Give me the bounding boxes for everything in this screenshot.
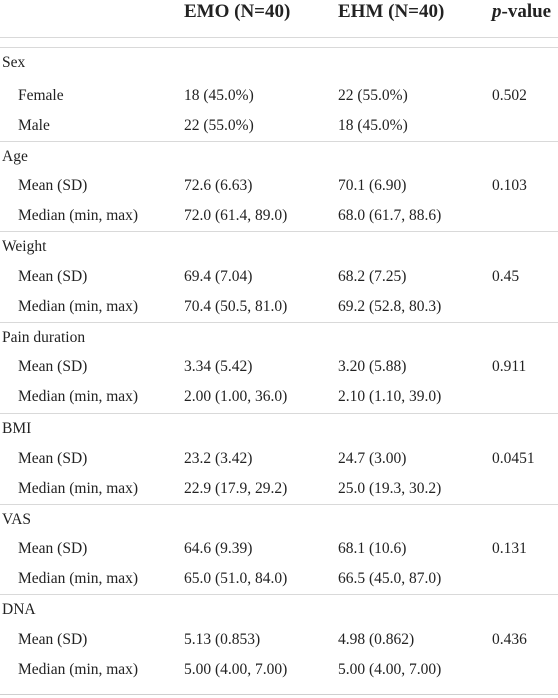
table-row-group-heading: VAS	[0, 504, 558, 535]
ehm-value: 70.1 (6.90)	[338, 177, 407, 194]
emo-value: 72.6 (6.63)	[184, 177, 253, 194]
table-row: Median (min, max) 22.9 (17.9, 29.2) 25.0…	[0, 474, 558, 504]
row-label: Pain duration	[2, 329, 86, 346]
table-row: Median (min, max) 2.00 (1.00, 36.0) 2.10…	[0, 382, 558, 412]
table-row: Female 18 (45.0%) 22 (55.0%) 0.502	[0, 81, 558, 111]
p-value: 0.911	[492, 358, 527, 375]
table-row: Male 22 (55.0%) 18 (45.0%)	[0, 111, 558, 141]
p-value: 0.0451	[492, 450, 535, 467]
table-bottom-rule	[0, 694, 558, 695]
ehm-value: 25.0 (19.3, 30.2)	[338, 480, 442, 497]
table-row: Mean (SD) 23.2 (3.42) 24.7 (3.00) 0.0451	[0, 444, 558, 474]
emo-value: 65.0 (51.0, 84.0)	[184, 570, 288, 587]
row-label: Age	[2, 148, 28, 165]
ehm-value: 66.5 (45.0, 87.0)	[338, 570, 442, 587]
emo-value: 18 (45.0%)	[184, 87, 254, 104]
row-label: Male	[18, 117, 50, 134]
column-header-ehm: EHM (N=40)	[338, 1, 445, 22]
table-row-group-heading: Sex	[0, 47, 558, 78]
table-row-group-heading: Age	[0, 141, 558, 172]
row-label: Mean (SD)	[18, 540, 88, 557]
table-row: Median (min, max) 65.0 (51.0, 84.0) 66.5…	[0, 564, 558, 594]
emo-value: 3.34 (5.42)	[184, 358, 253, 375]
p-value: 0.436	[492, 631, 527, 648]
p-value: 0.502	[492, 87, 527, 104]
row-label: Mean (SD)	[18, 450, 88, 467]
table-row-group-heading: BMI	[0, 413, 558, 444]
p-value-italic-p: p	[492, 1, 502, 22]
row-label: BMI	[2, 420, 32, 437]
ehm-value: 24.7 (3.00)	[338, 450, 407, 467]
row-label: Median (min, max)	[18, 298, 139, 315]
row-label: Mean (SD)	[18, 631, 88, 648]
column-header-p-value: p-value	[492, 0, 551, 30]
emo-value: 5.00 (4.00, 7.00)	[184, 661, 288, 678]
table-row-group-heading: Pain duration	[0, 322, 558, 353]
p-value: 0.45	[492, 268, 520, 285]
table-row-group-heading: DNA	[0, 594, 558, 625]
emo-value: 64.6 (9.39)	[184, 540, 253, 557]
p-value: 0.103	[492, 177, 527, 194]
table-row: Mean (SD) 64.6 (9.39) 68.1 (10.6) 0.131	[0, 534, 558, 564]
ehm-value: 68.0 (61.7, 88.6)	[338, 207, 442, 224]
table-row: Median (min, max) 5.00 (4.00, 7.00) 5.00…	[0, 655, 558, 685]
ehm-value: 3.20 (5.88)	[338, 358, 407, 375]
row-label: Female	[18, 87, 64, 104]
row-label: Median (min, max)	[18, 480, 139, 497]
emo-value: 22.9 (17.9, 29.2)	[184, 480, 288, 497]
emo-value: 23.2 (3.42)	[184, 450, 253, 467]
row-label: Sex	[2, 54, 26, 71]
table-row: Mean (SD) 3.34 (5.42) 3.20 (5.88) 0.911	[0, 352, 558, 382]
emo-value: 5.13 (0.853)	[184, 631, 261, 648]
row-label: Mean (SD)	[18, 268, 88, 285]
emo-value: 72.0 (61.4, 89.0)	[184, 207, 288, 224]
ehm-value: 69.2 (52.8, 80.3)	[338, 298, 442, 315]
emo-value: 69.4 (7.04)	[184, 268, 253, 285]
table-row: Mean (SD) 72.6 (6.63) 70.1 (6.90) 0.103	[0, 171, 558, 201]
emo-value: 2.00 (1.00, 36.0)	[184, 388, 288, 405]
ehm-value: 68.2 (7.25)	[338, 268, 407, 285]
emo-value: 22 (55.0%)	[184, 117, 254, 134]
ehm-value: 2.10 (1.10, 39.0)	[338, 388, 442, 405]
p-value-suffix: -value	[501, 1, 552, 22]
ehm-value: 18 (45.0%)	[338, 117, 408, 134]
row-label: Mean (SD)	[18, 358, 88, 375]
row-label: Median (min, max)	[18, 661, 139, 678]
table-row: Median (min, max) 72.0 (61.4, 89.0) 68.0…	[0, 201, 558, 231]
table-row: Mean (SD) 5.13 (0.853) 4.98 (0.862) 0.43…	[0, 625, 558, 655]
ehm-value: 22 (55.0%)	[338, 87, 408, 104]
table-header: EMO (N=40) EHM (N=40) p-value	[0, 0, 558, 38]
row-label: Median (min, max)	[18, 207, 139, 224]
emo-value: 70.4 (50.5, 81.0)	[184, 298, 288, 315]
ehm-value: 68.1 (10.6)	[338, 540, 407, 557]
table-row: Median (min, max) 70.4 (50.5, 81.0) 69.2…	[0, 292, 558, 322]
row-label: Weight	[2, 238, 47, 255]
ehm-value: 4.98 (0.862)	[338, 631, 415, 648]
row-label: VAS	[2, 511, 32, 528]
column-header-emo: EMO (N=40)	[184, 1, 291, 22]
ehm-value: 5.00 (4.00, 7.00)	[338, 661, 442, 678]
row-label: Mean (SD)	[18, 177, 88, 194]
row-label: Median (min, max)	[18, 570, 139, 587]
p-value: 0.131	[492, 540, 527, 557]
row-label: DNA	[2, 601, 36, 618]
row-label: Median (min, max)	[18, 388, 139, 405]
table-row: Mean (SD) 69.4 (7.04) 68.2 (7.25) 0.45	[0, 262, 558, 292]
table-row-group-heading: Weight	[0, 231, 558, 262]
